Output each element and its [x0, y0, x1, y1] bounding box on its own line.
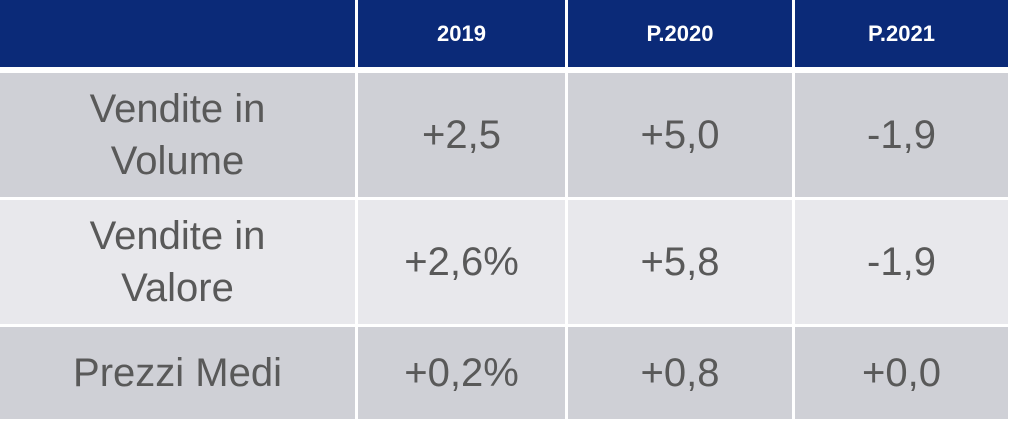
table-cell: +2,6% — [358, 200, 568, 327]
table-cell: +0,0 — [795, 327, 1008, 419]
table-cell: -1,9 — [795, 73, 1008, 200]
header-cell-p2021: P.2021 — [795, 0, 1008, 73]
row-label-line: Prezzi Medi — [73, 351, 282, 395]
table-cell: +5,0 — [568, 73, 795, 200]
table-cell: +5,8 — [568, 200, 795, 327]
row-label: Prezzi Medi — [0, 327, 358, 419]
row-label-line: Vendite in — [89, 214, 266, 258]
header-cell-empty — [0, 0, 358, 73]
table-cell: +2,5 — [358, 73, 568, 200]
table-cell: +0,8 — [568, 327, 795, 419]
table-row: Vendite in Valore +2,6% +5,8 -1,9 — [0, 200, 1008, 327]
table-row: Prezzi Medi +0,2% +0,8 +0,0 — [0, 327, 1008, 419]
row-label-line: Volume — [110, 139, 245, 183]
row-label-line: Vendite in — [89, 87, 266, 131]
row-label: Vendite in Valore — [0, 200, 358, 327]
header-cell-p2020: P.2020 — [568, 0, 795, 73]
header-row: 2019 P.2020 P.2021 — [0, 0, 1008, 73]
table-row: Vendite in Volume +2,5 +5,0 -1,9 — [0, 73, 1008, 200]
header-cell-2019: 2019 — [358, 0, 568, 73]
row-label: Vendite in Volume — [0, 73, 358, 200]
table-cell: +0,2% — [358, 327, 568, 419]
data-table: 2019 P.2020 P.2021 Vendite in Volume +2,… — [0, 0, 1008, 419]
row-label-line: Valore — [121, 266, 234, 310]
table-cell: -1,9 — [795, 200, 1008, 327]
